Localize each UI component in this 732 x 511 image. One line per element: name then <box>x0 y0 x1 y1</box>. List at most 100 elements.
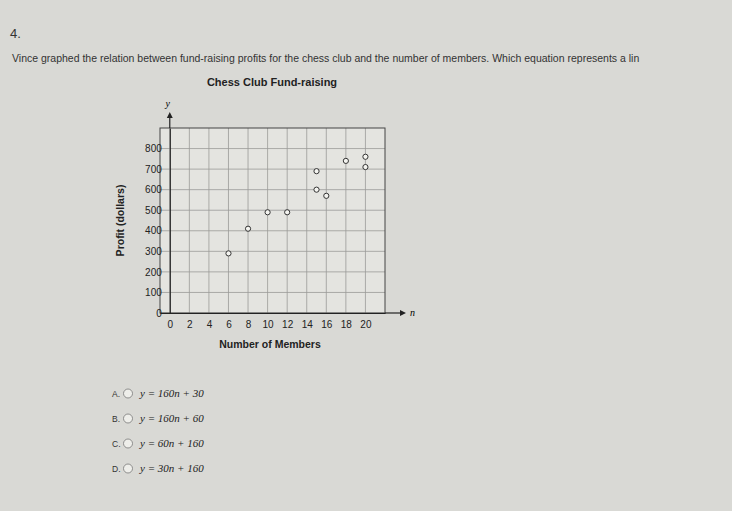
grid-line-x <box>306 128 307 313</box>
x-tick-label: 12 <box>282 319 294 330</box>
x-tick-label: 0 <box>168 319 174 330</box>
grid-line-y <box>160 271 385 272</box>
choice-radio[interactable] <box>124 414 133 423</box>
x-tick-label: 4 <box>207 319 213 330</box>
choice-letter: C. <box>112 439 121 449</box>
choice-letter: B. <box>112 414 120 424</box>
y-axis-title: Profit (dollars) <box>114 185 126 257</box>
x-tick-label: 10 <box>263 319 275 330</box>
point <box>324 193 329 198</box>
grid-line-y <box>160 169 385 170</box>
x-tick-label: 6 <box>226 319 232 330</box>
x-tick: 6 <box>226 313 232 330</box>
x-axis: 0 2 4 6 8 10 12 14 16 18 20 <box>161 313 386 330</box>
chart-title: Chess Club Fund-raising <box>207 76 337 88</box>
y-arrow <box>169 118 170 128</box>
y-tick-label: 400 <box>145 225 162 236</box>
x-tick: 14 <box>302 313 314 330</box>
point <box>314 169 319 174</box>
y-tick: 500 <box>145 205 170 216</box>
x-arrow-head <box>400 310 406 316</box>
y-tick: 800 <box>145 143 170 154</box>
y-tick-label: 300 <box>145 246 162 257</box>
y-tick: 700 <box>145 164 170 175</box>
point <box>363 154 368 159</box>
choice-equation: y = 160n + 60 <box>139 412 204 424</box>
y-tick: 200 <box>145 267 170 278</box>
grid-line-y <box>160 210 385 211</box>
y-tick: 600 <box>145 184 170 195</box>
x-arrow <box>385 312 400 313</box>
x-tick: 12 <box>282 313 294 330</box>
y-tick-label: 500 <box>145 205 162 216</box>
grid-line-y <box>160 230 385 231</box>
x-axis-line <box>161 313 386 314</box>
grid-line-x <box>248 128 249 313</box>
x-tick: 16 <box>321 313 333 330</box>
grid-line-y <box>160 148 385 149</box>
y-tick: 0 <box>156 308 170 319</box>
y-arrow-head <box>167 112 173 118</box>
grid-line-x <box>267 128 268 313</box>
point <box>285 210 290 215</box>
grid-line-x <box>189 128 190 313</box>
x-symbol: n <box>410 307 415 318</box>
grid-line-y <box>160 251 385 252</box>
point <box>245 226 250 231</box>
y-tick-label: 700 <box>145 164 162 175</box>
x-tick: 4 <box>207 313 213 330</box>
x-tick-label: 8 <box>246 319 252 330</box>
choice-radio[interactable] <box>124 389 133 398</box>
y-tick-label: 0 <box>156 308 162 319</box>
grid-line-x <box>287 128 288 313</box>
page: 4. Vince graphed the relation between fun… <box>0 0 732 511</box>
grid-line-x <box>228 128 229 313</box>
x-axis-title: Number of Members <box>219 338 321 350</box>
choice-equation: y = 30n + 160 <box>139 462 204 474</box>
grid-line-y <box>160 189 385 190</box>
x-tick-label: 2 <box>187 319 193 330</box>
point <box>343 158 348 163</box>
choice-radio[interactable] <box>124 439 133 448</box>
grid-line-y <box>160 292 385 293</box>
y-tick: 100 <box>145 287 170 298</box>
x-tick: 8 <box>246 313 252 330</box>
y-axis: 0 100 200 300 400 500 600 700 800 <box>145 129 170 319</box>
x-tick: 0 <box>168 313 174 330</box>
y-tick-label: 200 <box>145 267 162 278</box>
y-axis-line <box>170 129 171 314</box>
plot-background <box>160 128 385 313</box>
choice-equation: y = 160n + 30 <box>139 387 204 399</box>
y-tick: 300 <box>145 246 170 257</box>
x-tick: 18 <box>341 313 353 330</box>
plot-frame <box>160 128 385 313</box>
y-tick-label: 600 <box>145 184 162 195</box>
choice-letter: A. <box>112 389 120 399</box>
choice-equation: y = 60n + 160 <box>139 437 204 449</box>
question-text: Vince graphed the relation between fund-… <box>12 52 639 64</box>
grid-line-x <box>326 128 327 313</box>
point <box>226 251 231 256</box>
y-tick-label: 800 <box>145 143 162 154</box>
x-tick: 20 <box>360 313 372 330</box>
x-tick: 10 <box>263 313 275 330</box>
question-number: 4. <box>10 26 21 41</box>
grid-line-x <box>169 128 170 313</box>
point <box>265 210 270 215</box>
grid-line-x <box>345 128 346 313</box>
choice-letter: D. <box>112 464 121 474</box>
choice-radio[interactable] <box>124 464 133 473</box>
grid-line-x <box>208 128 209 313</box>
point <box>363 164 368 169</box>
x-tick-label: 14 <box>302 319 314 330</box>
points <box>226 154 368 256</box>
x-tick: 2 <box>187 313 193 330</box>
x-tick-label: 16 <box>321 319 333 330</box>
grid <box>160 128 385 313</box>
x-tick-label: 18 <box>341 319 353 330</box>
y-symbol: y <box>165 98 171 109</box>
y-tick: 400 <box>145 225 170 236</box>
point <box>314 187 319 192</box>
x-tick-label: 20 <box>360 319 372 330</box>
y-tick-label: 100 <box>145 287 162 298</box>
